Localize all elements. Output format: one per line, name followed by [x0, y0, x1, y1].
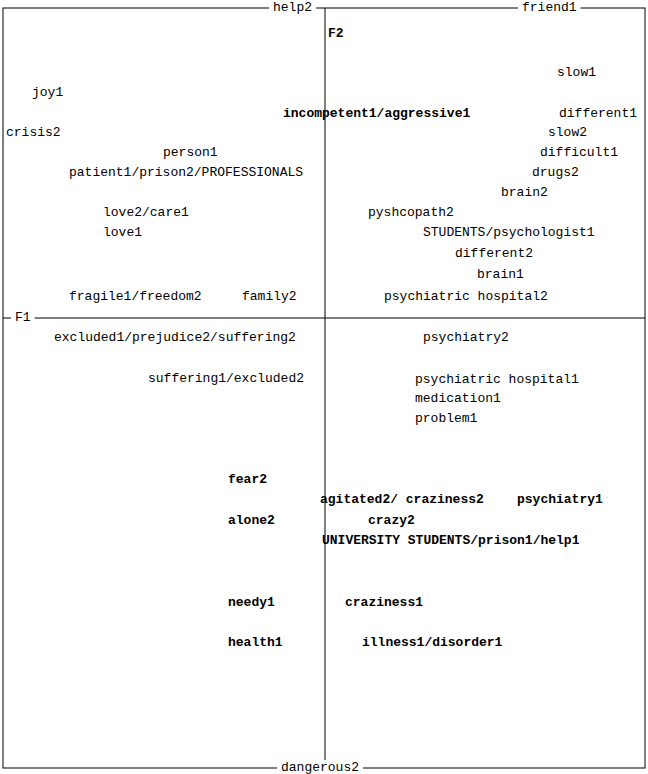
points: slow1 joy1 different1 crisis2 slow2 person1 di…: [6, 0, 637, 774]
point-label: different2: [455, 246, 533, 261]
point-label: dangerous2: [281, 760, 359, 774]
point-label: slow1: [557, 65, 596, 80]
point-label: fragile1/freedom2: [69, 289, 202, 304]
point-label: patient1/prison2/PROFESSIONALS: [69, 165, 303, 180]
point-label: brain1: [477, 267, 524, 282]
point-label: problem1: [415, 411, 478, 426]
x-axis-label: F1: [15, 310, 31, 325]
point-label: excluded1/prejudice2/suffering2: [54, 330, 296, 345]
point-label: UNIVERSITY STUDENTS/prison1/help1: [322, 533, 580, 548]
plot-frame: [3, 8, 645, 768]
chart: F1 F2 slow1 joy1 different1 crisis2 slow2 perso…: [0, 0, 648, 774]
axis-titles: F1 F2: [11, 26, 344, 326]
point-label: alone2: [228, 513, 275, 528]
point-label: crazy2: [368, 513, 415, 528]
axis-line-f2: [325, 8, 326, 768]
point-label: psychiatric hospital1: [415, 372, 579, 387]
point-label: fear2: [228, 472, 267, 487]
point-label: difficult1: [540, 145, 618, 160]
point-label: suffering1/excluded2: [148, 371, 304, 386]
axis-line-f1: [3, 318, 645, 319]
point-label: psychiatric hospital2: [384, 289, 548, 304]
label-background: [11, 310, 35, 326]
point-label: incompetent1/aggressive1: [283, 106, 470, 121]
y-axis-label: F2: [328, 26, 344, 41]
point-label: agitated2/ craziness2: [320, 492, 484, 507]
point-label: different1: [559, 106, 637, 121]
point-label: friend1: [522, 0, 577, 15]
point-label: love2/care1: [103, 205, 189, 220]
point-label: help2: [273, 0, 312, 15]
point-label: person1: [163, 145, 218, 160]
point-label: medication1: [415, 391, 501, 406]
label-background: [518, 0, 581, 16]
point-label: STUDENTS/psychologist1: [423, 225, 595, 240]
point-label: love1: [103, 225, 142, 240]
point-label: crisis2: [6, 125, 61, 140]
point-label: brain2: [501, 185, 548, 200]
label-background: [277, 760, 363, 774]
point-label: craziness1: [345, 595, 423, 610]
point-label: joy1: [32, 85, 63, 100]
point-label: family2: [242, 289, 297, 304]
point-label: illness1/disorder1: [362, 635, 503, 650]
point-label: psychiatry2: [423, 330, 509, 345]
point-label: slow2: [548, 125, 587, 140]
label-background: [269, 0, 316, 16]
axes: [3, 8, 645, 768]
point-label: psychiatry1: [517, 492, 603, 507]
point-label: needy1: [228, 595, 275, 610]
point-label: health1: [228, 635, 283, 650]
point-label: drugs2: [532, 165, 579, 180]
point-label: pyshcopath2: [368, 205, 454, 220]
